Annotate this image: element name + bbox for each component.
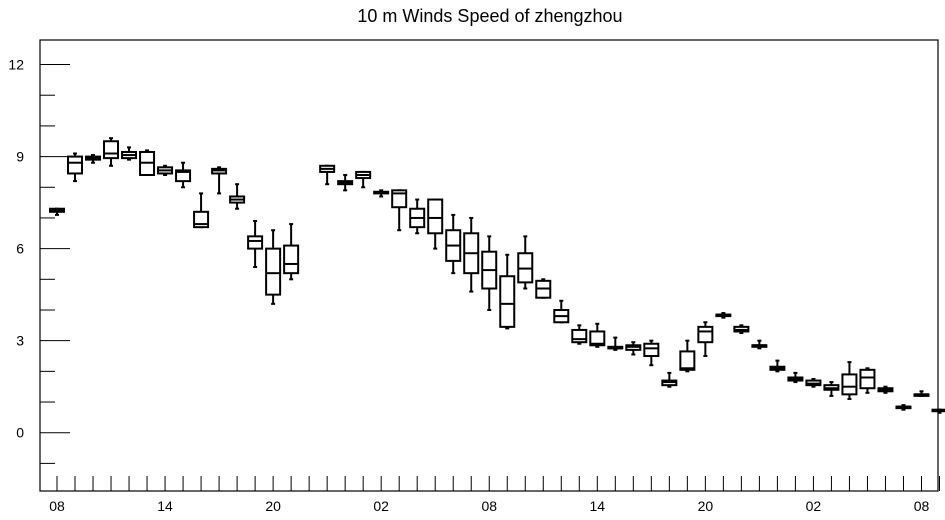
box-t19	[391, 189, 408, 232]
box-t22	[445, 213, 462, 275]
box-t7	[175, 161, 192, 189]
box-t46	[877, 385, 894, 394]
box-body	[103, 140, 120, 160]
box-t1	[67, 152, 84, 183]
box-t47	[895, 404, 912, 411]
box-t4	[121, 146, 138, 161]
box-t48	[913, 390, 930, 397]
box-t24	[481, 235, 498, 311]
box-t37	[715, 312, 732, 319]
box-t15	[319, 164, 336, 186]
box-t16	[337, 173, 354, 192]
x-axis: 08 14 20 02 08 14 20 02 08	[49, 476, 940, 514]
box-body	[859, 368, 876, 390]
box-t43	[823, 381, 840, 397]
box-t44	[841, 361, 858, 400]
box-body	[679, 350, 696, 371]
box-t36	[697, 321, 714, 358]
box-body	[391, 189, 408, 209]
box-body	[427, 198, 444, 235]
box-t21	[427, 198, 444, 250]
x-tick-label: 08	[914, 498, 930, 514]
box-body	[67, 155, 84, 175]
box-body	[283, 244, 300, 275]
y-tick-label: 9	[16, 149, 24, 165]
box-t9	[211, 166, 228, 195]
box-t30	[589, 322, 606, 348]
box-t35	[679, 339, 696, 373]
box-t49	[931, 408, 945, 414]
box-body	[499, 275, 516, 328]
box-t27	[535, 278, 552, 299]
x-tick-label: 14	[590, 498, 606, 514]
y-tick-label: 0	[16, 425, 24, 441]
chart-title: 10 m Winds Speed of zhengzhou	[357, 6, 622, 26]
box-t3	[103, 137, 120, 167]
box-t29	[571, 324, 588, 345]
y-axis: 0 3 6 9 12	[8, 57, 70, 464]
box-t38	[733, 324, 750, 334]
box-t40	[769, 359, 786, 373]
box-t11	[247, 220, 264, 269]
box-t6	[157, 164, 174, 176]
box-t45	[859, 367, 876, 394]
box-body	[589, 330, 606, 347]
x-tick-label: 02	[373, 498, 389, 514]
box-t13	[283, 223, 300, 281]
box-t39	[751, 339, 768, 350]
box-t41	[787, 371, 804, 384]
box-t10	[229, 183, 246, 210]
x-tick-label: 08	[481, 498, 497, 514]
x-tick-label: 20	[698, 498, 714, 514]
x-tick-label: 14	[157, 498, 173, 514]
box-t0	[49, 207, 65, 216]
box-t20	[409, 198, 426, 235]
box-t26	[517, 235, 534, 290]
box-body	[643, 342, 660, 358]
box-t18	[373, 189, 390, 198]
box-t42	[805, 378, 822, 388]
box-body	[175, 169, 192, 183]
y-tick-label: 12	[8, 57, 24, 73]
box-t28	[553, 299, 570, 324]
box-t31	[607, 336, 624, 351]
box-t12	[265, 229, 282, 305]
x-tick-label: 02	[806, 498, 822, 514]
box-t23	[463, 216, 480, 293]
x-tick-label: 08	[49, 498, 65, 514]
box-t33	[643, 339, 660, 367]
box-body	[247, 235, 264, 250]
box-body	[841, 373, 858, 396]
y-tick-label: 3	[16, 333, 24, 349]
x-tick-label: 20	[265, 498, 281, 514]
box-t2	[85, 154, 102, 164]
box-body	[265, 247, 282, 296]
box-series	[49, 137, 945, 414]
box-body	[571, 328, 588, 344]
box-t5	[139, 149, 156, 176]
box-t34	[661, 371, 678, 388]
y-tick-label: 6	[16, 241, 24, 257]
box-t8	[193, 192, 210, 229]
box-t32	[625, 341, 642, 356]
box-t17	[355, 170, 372, 189]
box-body	[697, 325, 714, 344]
box-t25	[499, 253, 516, 330]
